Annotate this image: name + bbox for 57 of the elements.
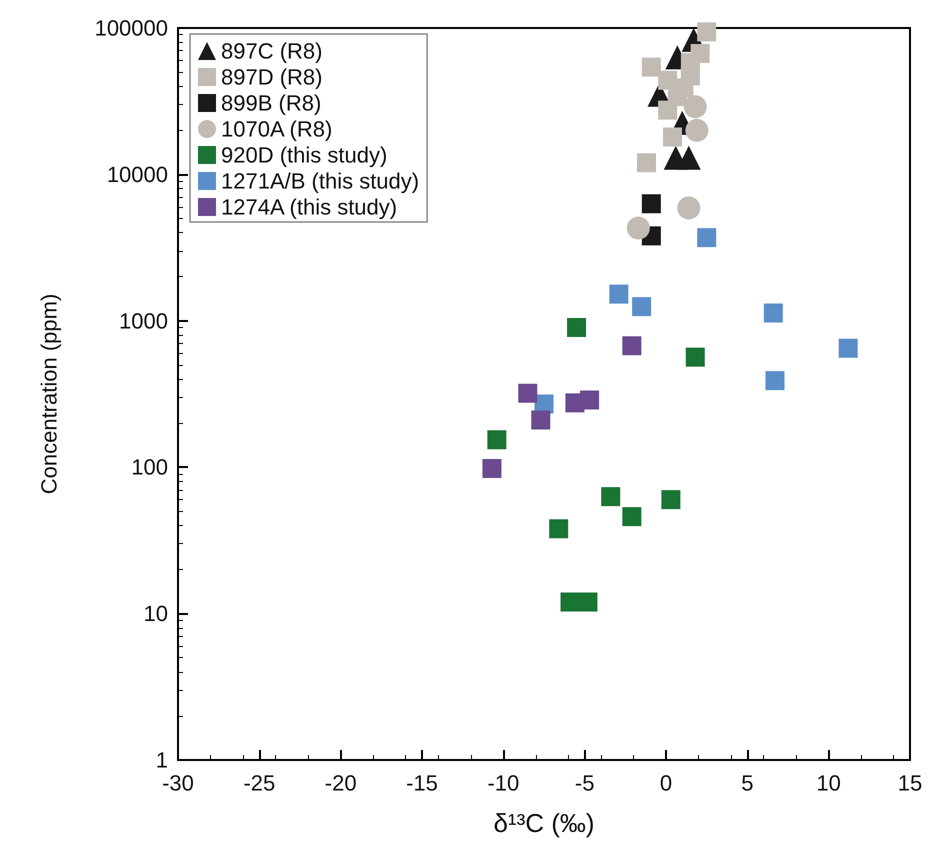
y-tick-label: 100000: [94, 16, 168, 40]
y-tick-label: 10: [144, 601, 168, 626]
point: [676, 146, 701, 170]
point: [642, 58, 661, 77]
point: [663, 128, 682, 147]
x-tick-label: 15: [898, 770, 922, 796]
y-tick-label: 100: [131, 454, 168, 480]
y-tick-label: 1: [156, 748, 168, 772]
y-tick-label: 10000: [106, 162, 168, 187]
point: [636, 153, 656, 172]
point: [518, 384, 538, 403]
point: [658, 100, 678, 120]
point: [601, 487, 620, 506]
point: [677, 196, 700, 220]
point: [622, 336, 642, 356]
y-axis-title: Concentration (ppm): [36, 294, 62, 494]
point: [661, 490, 680, 510]
y-tick-label: 1000: [119, 308, 168, 334]
point: [764, 304, 783, 323]
point: [622, 507, 642, 526]
point: [680, 66, 700, 86]
x-tick-label: -20: [324, 770, 357, 796]
legend-label: 897D (R8): [221, 64, 322, 90]
point: [697, 228, 716, 248]
point: [684, 95, 707, 118]
legend-label: 899B (R8): [221, 90, 322, 116]
x-tick-label: -5: [574, 770, 594, 796]
x-tick-label: -30: [162, 770, 194, 796]
point: [567, 318, 586, 337]
point: [686, 348, 705, 367]
x-tick-label: -25: [243, 770, 276, 796]
point: [632, 297, 652, 316]
point: [765, 371, 784, 390]
x-tick-label: 0: [660, 770, 672, 796]
x-axis-title: δ¹³C (‰): [493, 808, 595, 838]
point: [578, 592, 598, 612]
point: [549, 519, 568, 538]
x-tick-label: -10: [487, 770, 520, 796]
legend-label: 1070A (R8): [221, 116, 332, 142]
legend-label: 1271A/B (this study): [221, 168, 420, 194]
point: [838, 338, 858, 358]
x-tick-label: 5: [741, 770, 754, 796]
point: [531, 410, 550, 430]
point: [580, 390, 600, 410]
point: [685, 118, 708, 142]
point: [642, 194, 661, 214]
x-tick-label: 10: [816, 770, 841, 796]
legend-label: 897C (R8): [221, 38, 322, 64]
point: [482, 458, 502, 478]
point: [626, 216, 650, 240]
x-tick-label: -15: [406, 770, 438, 796]
legend-label: 920D (this study): [221, 142, 388, 168]
point: [697, 22, 716, 42]
point: [609, 284, 628, 304]
point: [487, 430, 506, 450]
legend-label: 1274A (this study): [221, 194, 398, 220]
point: [560, 592, 580, 612]
